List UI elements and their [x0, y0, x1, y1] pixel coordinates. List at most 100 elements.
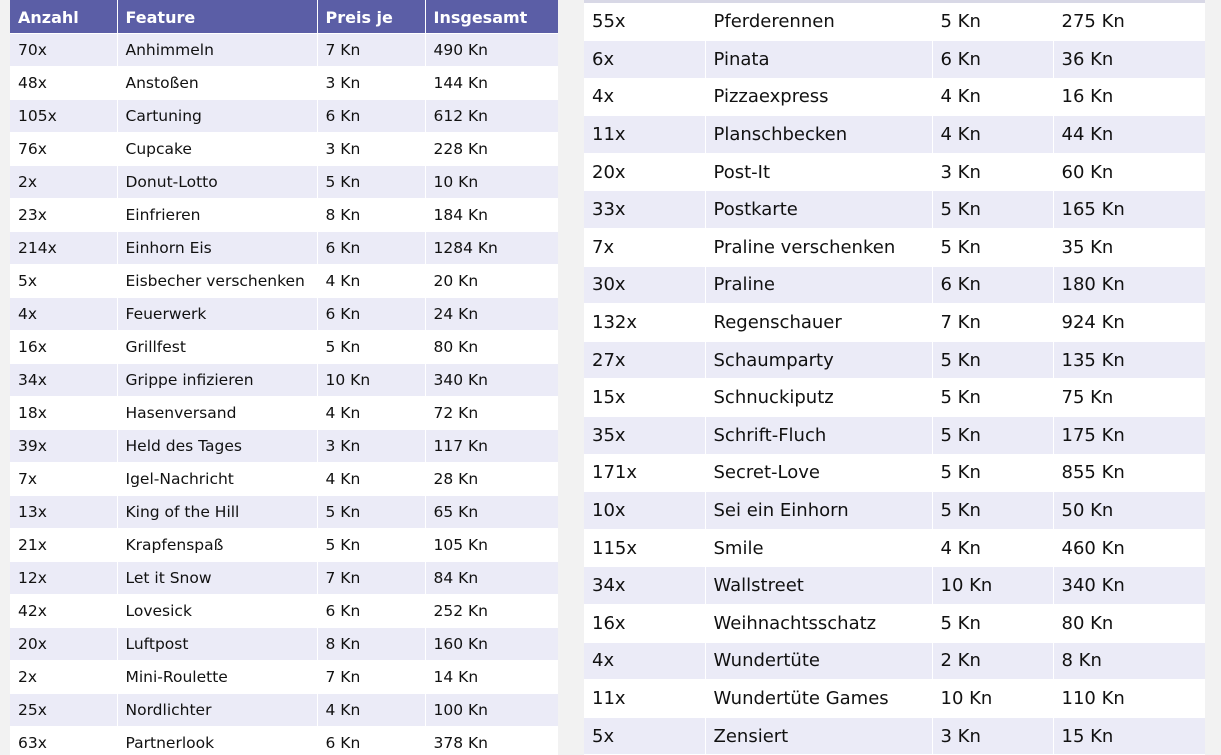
table-row: 16x Weihnachtsschatz 5 Kn 80 Kn	[584, 604, 1205, 643]
feature-cell: Hasenversand	[117, 396, 318, 430]
table-top-edge	[584, 0, 1205, 3]
quantity-cell: 105x	[10, 99, 118, 133]
unit-price-cell: 3 Kn	[932, 153, 1054, 192]
table-row: 20x Luftpost 8 Kn 160 Kn	[10, 627, 558, 661]
quantity-cell: 214x	[10, 231, 118, 265]
feature-cell: Lovesick	[117, 594, 318, 628]
table-row: 48x Anstoßen 3 Kn 144 Kn	[10, 66, 558, 100]
table-row: 25x Nordlichter 4 Kn 100 Kn	[10, 693, 558, 727]
table-row: 42x Lovesick 6 Kn 252 Kn	[10, 594, 558, 628]
feature-cell: Wundertüte	[705, 642, 933, 681]
total-cell: 15 Kn	[1053, 717, 1205, 755]
total-cell: 378 Kn	[425, 726, 558, 755]
total-cell: 16 Kn	[1053, 78, 1205, 117]
quantity-cell: 35x	[584, 416, 706, 455]
total-cell: 340 Kn	[425, 363, 558, 397]
feature-cell: Postkarte	[705, 190, 933, 230]
unit-price-cell: 5 Kn	[317, 330, 426, 364]
quantity-cell: 63x	[10, 726, 118, 755]
quantity-cell: 171x	[584, 454, 706, 493]
table-row: 20x Post-It 3 Kn 60 Kn	[584, 153, 1205, 192]
feature-cell: Pizzaexpress	[705, 78, 933, 117]
quantity-cell: 15x	[584, 378, 706, 418]
left-feature-table: Anzahl Feature Preis je Insgesamt 70x Anh…	[10, 0, 558, 755]
total-cell: 14 Kn	[425, 660, 558, 694]
unit-price-cell: 5 Kn	[932, 3, 1054, 42]
unit-price-cell: 5 Kn	[932, 341, 1054, 380]
unit-price-cell: 5 Kn	[932, 190, 1054, 230]
total-cell: 144 Kn	[425, 66, 558, 100]
feature-cell: King of the Hill	[117, 495, 318, 529]
table-row: 214x Einhorn Eis 6 Kn 1284 Kn	[10, 231, 558, 265]
quantity-cell: 39x	[10, 429, 118, 463]
total-cell: 84 Kn	[425, 561, 558, 595]
quantity-cell: 7x	[584, 228, 706, 267]
table-row: 171x Secret-Love 5 Kn 855 Kn	[584, 454, 1205, 493]
table-row: 5x Zensiert 3 Kn 15 Kn	[584, 717, 1205, 755]
quantity-cell: 4x	[584, 78, 706, 117]
total-cell: 275 Kn	[1053, 3, 1205, 42]
total-cell: 160 Kn	[425, 627, 558, 661]
quantity-cell: 11x	[584, 115, 706, 154]
unit-price-cell: 5 Kn	[317, 165, 426, 199]
feature-cell: Luftpost	[117, 627, 318, 661]
unit-price-cell: 8 Kn	[317, 627, 426, 661]
unit-price-cell: 4 Kn	[932, 78, 1054, 117]
quantity-cell: 27x	[584, 341, 706, 380]
feature-cell: Schnuckiputz	[705, 378, 933, 418]
header-insgesamt: Insgesamt	[425, 0, 558, 34]
unit-price-cell: 6 Kn	[932, 40, 1054, 79]
total-cell: 460 Kn	[1053, 529, 1205, 568]
feature-cell: Zensiert	[705, 717, 933, 755]
total-cell: 340 Kn	[1053, 566, 1205, 605]
quantity-cell: 55x	[584, 3, 706, 42]
total-cell: 1284 Kn	[425, 231, 558, 265]
quantity-cell: 48x	[10, 66, 118, 100]
feature-cell: Donut-Lotto	[117, 165, 318, 199]
table-row: 27x Schaumparty 5 Kn 135 Kn	[584, 341, 1205, 380]
table-row: 7x Praline verschenken 5 Kn 35 Kn	[584, 228, 1205, 267]
total-cell: 165 Kn	[1053, 190, 1205, 230]
unit-price-cell: 10 Kn	[932, 679, 1054, 718]
feature-cell: Smile	[705, 529, 933, 568]
table-row: 15x Schnuckiputz 5 Kn 75 Kn	[584, 378, 1205, 418]
feature-cell: Anstoßen	[117, 66, 318, 100]
unit-price-cell: 5 Kn	[932, 491, 1054, 530]
unit-price-cell: 5 Kn	[932, 416, 1054, 455]
feature-cell: Krapfenspaß	[117, 528, 318, 562]
feature-cell: Einhorn Eis	[117, 231, 318, 265]
header-anzahl: Anzahl	[10, 0, 118, 34]
quantity-cell: 4x	[584, 642, 706, 681]
quantity-cell: 34x	[584, 566, 706, 605]
total-cell: 36 Kn	[1053, 40, 1205, 79]
feature-cell: Cartuning	[117, 99, 318, 133]
quantity-cell: 34x	[10, 363, 118, 397]
table-row: 21x Krapfenspaß 5 Kn 105 Kn	[10, 528, 558, 562]
feature-cell: Pferderennen	[705, 3, 933, 42]
unit-price-cell: 5 Kn	[932, 454, 1054, 493]
table-row: 30x Praline 6 Kn 180 Kn	[584, 266, 1205, 305]
quantity-cell: 25x	[10, 693, 118, 727]
quantity-cell: 30x	[584, 266, 706, 305]
header-feature: Feature	[117, 0, 318, 34]
unit-price-cell: 3 Kn	[317, 132, 426, 166]
total-cell: 44 Kn	[1053, 115, 1205, 154]
total-cell: 24 Kn	[425, 297, 558, 331]
quantity-cell: 11x	[584, 679, 706, 718]
total-cell: 100 Kn	[425, 693, 558, 727]
feature-cell: Wundertüte Games	[705, 679, 933, 718]
quantity-cell: 10x	[584, 491, 706, 530]
feature-cell: Praline	[705, 266, 933, 305]
total-cell: 175 Kn	[1053, 416, 1205, 455]
total-cell: 65 Kn	[425, 495, 558, 529]
unit-price-cell: 4 Kn	[317, 264, 426, 298]
table-row: 132x Regenschauer 7 Kn 924 Kn	[584, 303, 1205, 342]
total-cell: 184 Kn	[425, 198, 558, 232]
feature-cell: Grippe infizieren	[117, 363, 318, 397]
total-cell: 180 Kn	[1053, 266, 1205, 305]
quantity-cell: 4x	[10, 297, 118, 331]
table-row: 55x Pferderennen 5 Kn 275 Kn	[584, 3, 1205, 42]
total-cell: 60 Kn	[1053, 153, 1205, 192]
total-cell: 117 Kn	[425, 429, 558, 463]
quantity-cell: 76x	[10, 132, 118, 166]
